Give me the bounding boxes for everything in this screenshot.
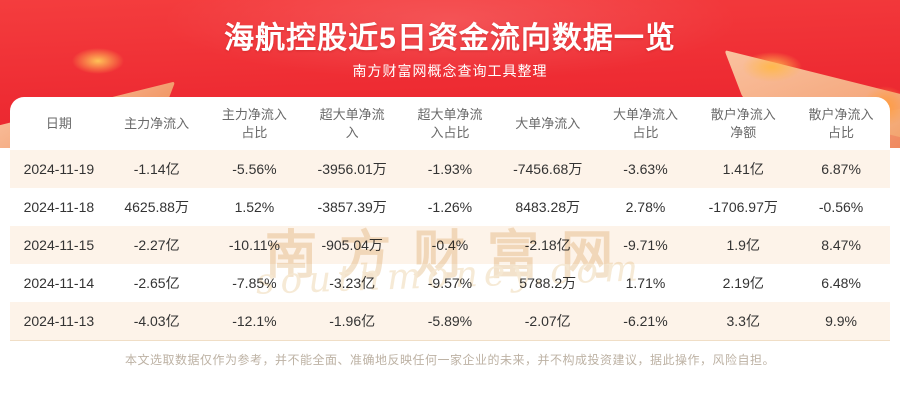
date-cell: 2024-11-13 <box>10 302 108 340</box>
value-cell: -905.04万 <box>303 226 402 264</box>
value-cell: 6.48% <box>821 275 861 291</box>
value-cell: -7456.68万 <box>498 150 597 188</box>
value-cell: -3956.01万 <box>303 150 402 188</box>
table-header: 日期 主力净流入 主力净流入 占比 超大单净流 入超大单净流 入占比 大单净流入 大单净流… <box>10 97 890 150</box>
value-cell: -0.4% <box>401 226 499 264</box>
table-body: 2024-11-19 -1.14亿 -5.56% -3956.01万 -1.93% -74… <box>10 150 890 340</box>
value-cell: -2.65亿 <box>133 275 180 291</box>
value-cell: 3.3亿 <box>694 302 793 340</box>
value-cell: -5.56% <box>205 150 304 188</box>
banner-sheen-decoration <box>162 0 738 80</box>
column-header: 大单净流入 <box>515 115 581 131</box>
value-cell: 1.71% <box>625 275 666 291</box>
value-cell: -9.57% <box>427 275 473 291</box>
fund-flow-table: 日期 主力净流入 主力净流入 占比 超大单净流 入超大单净流 入占比 大单净流入 大单净流… <box>10 97 890 340</box>
value-cell: 6.87% <box>792 150 890 188</box>
table-row: 2024-11-13 -4.03亿 -12.1% -1.96亿 -5.89% -2.07亿… <box>10 302 890 340</box>
value-cell: -1.96亿 <box>303 302 402 340</box>
value-cell: -3.23亿 <box>329 275 376 291</box>
header-row: 日期 主力净流入 主力净流入 占比 超大单净流 入超大单净流 入占比 大单净流入 大单净流… <box>10 97 890 150</box>
value-cell: 8483.28万 <box>515 199 581 215</box>
date-cell: 2024-11-18 <box>23 199 95 215</box>
value-cell: -7.85% <box>232 275 277 291</box>
value-cell: -10.11% <box>205 226 304 264</box>
value-cell: 1.52% <box>234 199 275 215</box>
value-cell: -2.27亿 <box>107 226 206 264</box>
value-cell: 8.47% <box>792 226 890 264</box>
value-cell: 1.9亿 <box>694 226 793 264</box>
value-cell: -2.07亿 <box>498 302 597 340</box>
value-cell: -9.71% <box>596 226 695 264</box>
value-cell: 2.78% <box>625 199 666 215</box>
column-header: 超大单净流 入占比 <box>417 106 483 140</box>
page-title: 海航控股近5日资金流向数据一览 <box>224 22 676 55</box>
value-cell: 1.41亿 <box>694 150 793 188</box>
page-subtitle: 南方财富网概念查询工具整理 <box>352 63 548 79</box>
date-cell: 2024-11-19 <box>10 150 108 188</box>
value-cell: -1.93% <box>401 150 499 188</box>
table-row: 2024-11-14 -2.65亿 -7.85% -3.23亿 -9.57% 5788.2… <box>10 264 890 302</box>
column-header: 超大单净流 入 <box>319 106 385 140</box>
date-cell: 2024-11-15 <box>10 226 108 264</box>
value-cell: -12.1% <box>205 302 304 340</box>
column-header: 散户净流入 净额 <box>710 106 776 140</box>
table-row: 2024-11-19 -1.14亿 -5.56% -3956.01万 -1.93% -74… <box>10 150 890 188</box>
table-row: 2024-11-18 4625.88万 1.52% -3857.39万 -1.26% 84… <box>10 188 890 226</box>
footer-divider <box>10 340 890 341</box>
value-cell: -1.26% <box>427 199 473 215</box>
value-cell: -2.18亿 <box>498 226 597 264</box>
value-cell: -1.14亿 <box>107 150 206 188</box>
data-card: 日期 主力净流入 主力净流入 占比 超大单净流 入超大单净流 入占比 大单净流入 大单净流… <box>10 97 890 400</box>
table-row: 2024-11-15 -2.27亿 -10.11% -905.04万 -0.4% -2.1… <box>10 226 890 264</box>
value-cell: -5.89% <box>401 302 499 340</box>
value-cell: 5788.2万 <box>519 275 577 291</box>
column-header: 主力净流入 <box>124 115 190 131</box>
value-cell: 9.9% <box>792 302 890 340</box>
column-header: 日期 <box>45 115 72 131</box>
date-cell: 2024-11-14 <box>23 275 95 291</box>
value-cell: 2.19亿 <box>722 275 764 291</box>
value-cell: -4.03亿 <box>107 302 206 340</box>
column-header: 散户净流入 占比 <box>808 106 874 140</box>
value-cell: -3857.39万 <box>317 199 387 215</box>
value-cell: -1706.97万 <box>708 199 778 215</box>
column-header: 大单净流入 占比 <box>612 106 678 140</box>
disclaimer-text: 本文选取数据仅作为参考，并不能全面、准确地反映任何一家企业的未来，并不构成投资建… <box>124 353 775 367</box>
column-header: 主力净流入 占比 <box>221 106 287 140</box>
value-cell: -0.56% <box>818 199 864 215</box>
value-cell: -6.21% <box>596 302 695 340</box>
value-cell: 4625.88万 <box>124 199 189 215</box>
value-cell: -3.63% <box>596 150 695 188</box>
